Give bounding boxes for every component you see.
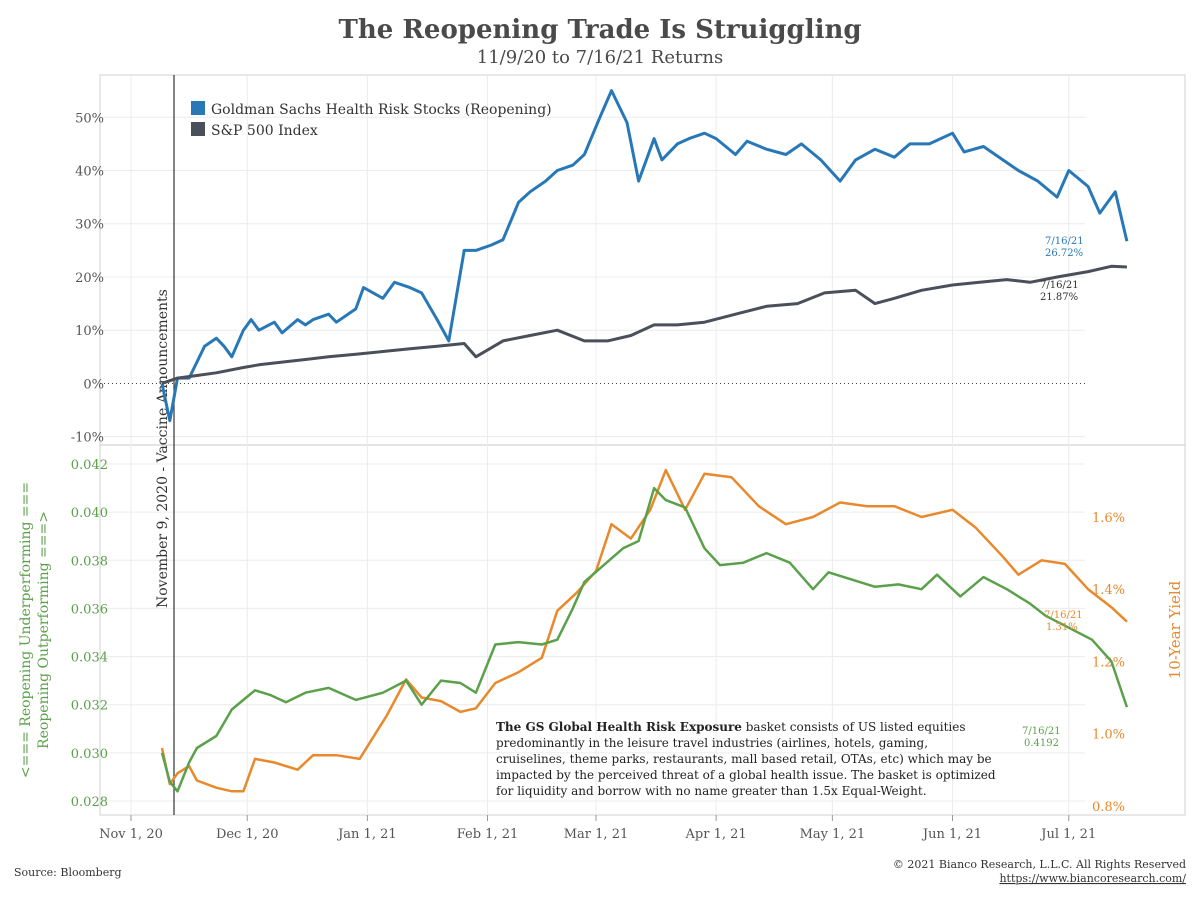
- copyright-label: © 2021 Bianco Research, L.L.C. All Right…: [893, 858, 1186, 871]
- website-link[interactable]: https://www.biancoresearch.com/: [999, 872, 1186, 885]
- bottom-right-y-tick-label: 1.0%: [1092, 728, 1125, 743]
- bottom-right-y-tick-label: 0.8%: [1092, 800, 1125, 815]
- source-label: Source: Bloomberg: [14, 866, 122, 879]
- x-tick-label: Nov 1, 20: [99, 827, 163, 842]
- x-tick-label: Mar 1, 21: [564, 827, 629, 842]
- top-y-tick-label: 30%: [75, 218, 104, 233]
- note-line1: The GS Global Health Risk Exposure baske…: [496, 720, 966, 734]
- legend-swatch-gs: [191, 101, 205, 115]
- bottom-left-y-tick-label: 0.036: [71, 602, 108, 617]
- bottom-left-y-tick-label: 0.030: [71, 747, 108, 762]
- gs-end-value-label: 26.72%: [1045, 248, 1083, 259]
- bottom-left-y-tick-label: 0.034: [71, 651, 108, 666]
- bottom-left-y-tick-label: 0.042: [71, 458, 108, 473]
- right-axis-title: 10-Year Yield: [1166, 580, 1184, 679]
- yield-end-date-label: 7/16/21: [1044, 610, 1083, 621]
- ratio-end-value-label: 0.4192: [1024, 738, 1059, 749]
- x-tick-label: Apr 1, 21: [685, 827, 747, 842]
- spx-end-value-label: 21.87%: [1040, 292, 1078, 303]
- spx-end-date-label: 7/16/21: [1040, 280, 1079, 291]
- left-axis-title-line1: <=== Reopening Underperforming ===: [18, 482, 34, 778]
- left-axis-title-line2: Reopening Outperforming ===>: [36, 511, 52, 749]
- bottom-left-y-tick-label: 0.038: [71, 554, 108, 569]
- sp500-series-line: [161, 264, 1127, 385]
- top-y-tick-label: 50%: [75, 111, 104, 126]
- legend-label-gs: Goldman Sachs Health Risk Stocks (Reopen…: [211, 102, 552, 118]
- note-line1-rest: basket consists of US listed equities: [742, 720, 966, 734]
- top-y-tick-label: 20%: [75, 271, 104, 286]
- note-line5: for liquidity and borrow with no name gr…: [496, 784, 927, 798]
- top-y-tick-label: 40%: [75, 165, 104, 180]
- top-y-tick-label: -10%: [71, 431, 104, 446]
- chart-title: The Reopening Trade Is Struiggling: [338, 15, 861, 45]
- chart-subtitle: 11/9/20 to 7/16/21 Returns: [477, 47, 723, 68]
- yield-end-value-label: 1.31%: [1046, 622, 1078, 633]
- top-y-axis: -10% 0% 10% 20% 30% 40% 50%: [71, 111, 104, 445]
- x-tick-label: Feb 1, 21: [457, 827, 519, 842]
- vaccine-announcement-label: November 9, 2020 - Vaccine Announcements: [155, 289, 171, 608]
- note-line2: predominantly in the leisure travel indu…: [496, 736, 928, 750]
- bottom-left-y-axis: 0.028 0.030 0.032 0.034 0.036 0.038 0.040 0.042: [71, 458, 108, 810]
- x-tick-label: Jan 1, 21: [336, 827, 397, 842]
- note-bold: The GS Global Health Risk Exposure: [496, 720, 742, 734]
- note-line4: impacted by the perceived threat of a gl…: [496, 768, 996, 782]
- top-y-tick-label: 0%: [83, 377, 104, 392]
- legend-label-spx: S&P 500 Index: [211, 123, 318, 139]
- bottom-right-y-tick-label: 1.4%: [1092, 583, 1125, 598]
- note-line3: cruiselines, theme parks, restaurants, m…: [496, 752, 992, 766]
- x-tick-label: Dec 1, 20: [216, 827, 279, 842]
- legend-swatch-spx: [191, 122, 205, 136]
- ten-year-yield-series-line: [160, 468, 1128, 793]
- x-axis: Nov 1, 20 Dec 1, 20 Jan 1, 21 Feb 1, 21 Mar …: [99, 815, 1096, 842]
- ratio-series-line: [160, 486, 1129, 793]
- x-tick-label: May 1, 21: [800, 827, 866, 842]
- gs-reopening-series-line: [160, 89, 1129, 423]
- x-tick-label: Jun 1, 21: [921, 827, 982, 842]
- ratio-end-date-label: 7/16/21: [1022, 726, 1061, 737]
- bottom-right-y-tick-label: 1.2%: [1092, 655, 1125, 670]
- x-tick-label: Jul 1, 21: [1039, 827, 1096, 842]
- bottom-right-y-tick-label: 1.6%: [1092, 511, 1125, 526]
- top-y-tick-label: 10%: [75, 324, 104, 339]
- bottom-left-y-tick-label: 0.032: [71, 699, 108, 714]
- gs-end-date-label: 7/16/21: [1045, 236, 1084, 247]
- bottom-left-y-tick-label: 0.040: [71, 506, 108, 521]
- grid-layer: [100, 75, 1085, 815]
- bottom-left-y-tick-label: 0.028: [71, 795, 108, 810]
- bottom-right-y-axis: 0.8% 1.0% 1.2% 1.4% 1.6%: [1092, 511, 1125, 815]
